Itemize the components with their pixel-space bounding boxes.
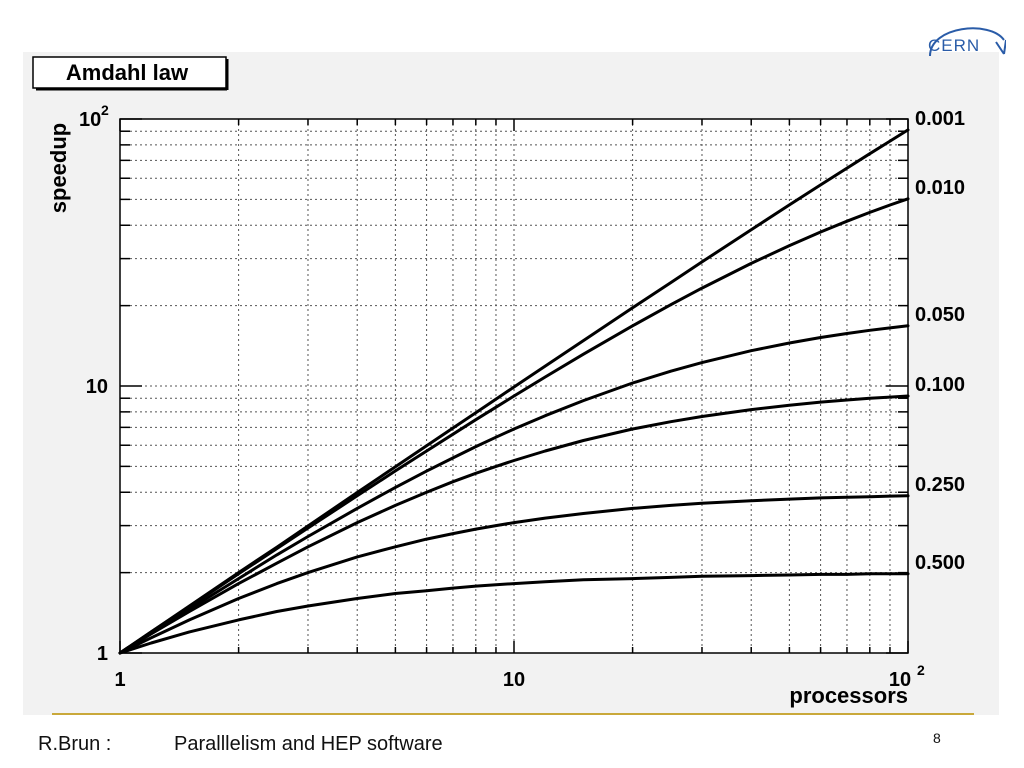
y-axis-label: speedup bbox=[46, 123, 71, 213]
series-label-0.500: 0.500 bbox=[915, 552, 965, 574]
footer-author: R.Brun : bbox=[38, 733, 112, 755]
series-label-0.100: 0.100 bbox=[915, 374, 965, 396]
y-tick-label: 10 bbox=[86, 376, 108, 398]
y-tick-label: 10 bbox=[79, 109, 101, 131]
grid-lines bbox=[120, 119, 908, 653]
series-label-0.050: 0.050 bbox=[915, 304, 965, 326]
y-tick-label: 1 bbox=[97, 643, 108, 665]
page-number: 8 bbox=[933, 730, 941, 746]
series-label-0.010: 0.010 bbox=[915, 177, 965, 199]
chart-title: Amdahl law bbox=[66, 60, 189, 85]
cern-logo bbox=[929, 27, 1006, 57]
y-tick-label-exponent: 2 bbox=[101, 102, 109, 118]
footer-title: Paralllelism and HEP software bbox=[174, 733, 443, 755]
series-line-0.100 bbox=[118, 394, 910, 655]
x-tick-label: 1 bbox=[114, 669, 125, 691]
x-tick-label: 10 bbox=[503, 669, 525, 691]
series-line-0.050 bbox=[118, 324, 910, 655]
x-axis-label: processors bbox=[789, 683, 908, 708]
x-tick-label: 10 bbox=[889, 669, 911, 691]
series-label-0.001: 0.001 bbox=[915, 108, 965, 130]
series-labels: 0.001 0.010 0.050 0.100 0.250 0.500 bbox=[915, 108, 965, 574]
cern-logo-text: CERN bbox=[928, 36, 981, 55]
series-line-0.500 bbox=[118, 572, 910, 655]
chart-panel: Amdahl law 1 10 10 2 1 10 10 2 0.001 0.010 0.050 0… bbox=[23, 52, 999, 715]
series-line-0.010 bbox=[118, 197, 910, 655]
footer-divider bbox=[52, 713, 974, 715]
series-lines bbox=[118, 128, 910, 655]
series-line-0.250 bbox=[118, 494, 910, 655]
x-tick-label-exponent: 2 bbox=[917, 662, 925, 678]
series-label-0.250: 0.250 bbox=[915, 474, 965, 496]
chart-title-box: Amdahl law bbox=[32, 56, 229, 91]
